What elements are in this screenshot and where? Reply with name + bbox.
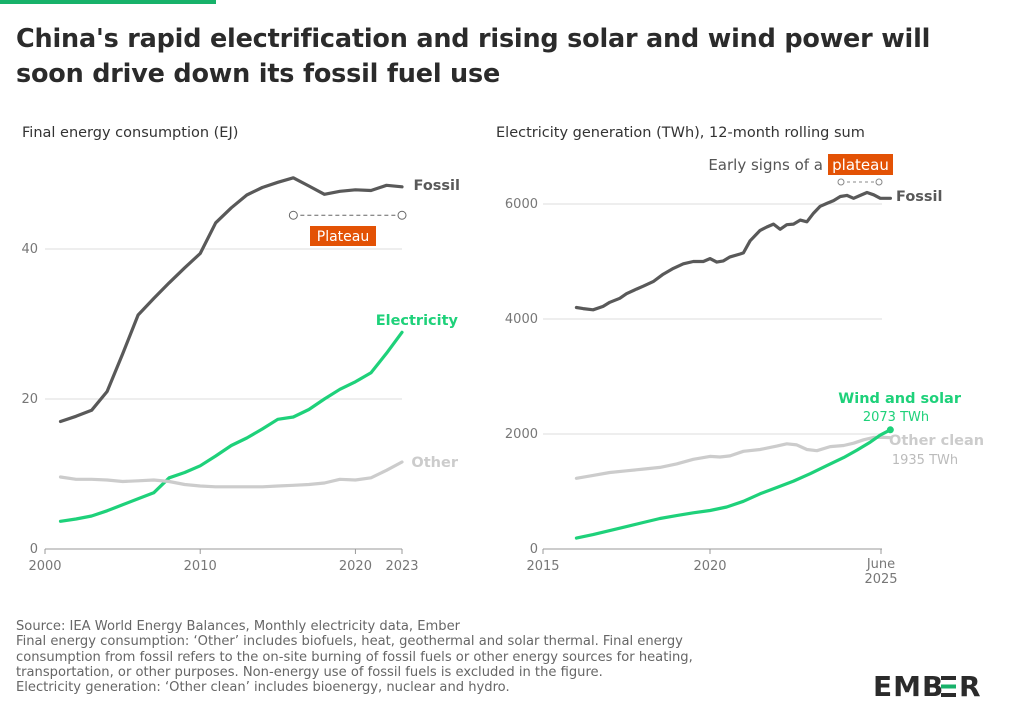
svg-text:R: R [959, 670, 983, 703]
x-tick-label: 2000 [28, 559, 61, 574]
wind-solar-endpoint [886, 426, 894, 434]
source-line: Source: IEA World Energy Balances, Month… [16, 619, 461, 634]
source-line: Final energy consumption: ‘Other’ includ… [16, 634, 683, 650]
chart-title: Electricity generation (TWh), 12-month r… [496, 125, 865, 141]
x-tick-label: 2015 [526, 559, 559, 574]
y-tick-label: 0 [530, 542, 538, 557]
series-label-other: Other [411, 455, 458, 471]
plateau-badge [310, 226, 376, 246]
x-tick-label: 2010 [184, 559, 217, 574]
series-line-other [58, 460, 404, 489]
ember-logo-mark: EMB R [873, 670, 983, 703]
charts-canvas: Final energy consumption (EJ) 0 20 40 2000 20… [21, 125, 984, 587]
series-label-fossil: Fossil [414, 178, 460, 194]
plateau-marker [837, 178, 845, 186]
series-line-electricity [58, 330, 404, 523]
source-notes: Source: IEA World Energy Balances, Month… [16, 619, 866, 695]
y-tick-label: 6000 [505, 197, 538, 212]
y-tick-label: 0 [30, 542, 38, 557]
series-label-other-clean: Other clean [889, 433, 984, 449]
series-label-fossil: Fossil [896, 189, 942, 205]
brand-accent-bar [0, 0, 216, 4]
other-clean-value: 1935 TWh [892, 453, 958, 468]
plateau-label: Plateau [317, 229, 369, 245]
y-tick-label: 2000 [505, 427, 538, 442]
plateau-marker [397, 210, 407, 220]
series-line-wind-and-solar [574, 428, 893, 540]
chart-title: Final energy consumption (EJ) [22, 125, 238, 141]
series-line-other-clean [574, 435, 893, 480]
y-tick-label: 4000 [505, 312, 538, 327]
ember-logo: EMB R [873, 667, 993, 707]
source-line: consumption from fossil refers to the on… [16, 649, 693, 665]
wind-solar-value: 2073 TWh [863, 410, 929, 425]
x-tick-label: 2020 [339, 559, 372, 574]
plateau-badge [828, 154, 893, 175]
series-label-wind-solar: Wind and solar [838, 391, 962, 407]
x-tick-label: 2020 [693, 559, 726, 574]
x-tick-label: 2025 [864, 572, 897, 587]
y-tick-label: 40 [21, 242, 38, 257]
source-line: Electricity generation: ‘Other clean’ in… [16, 680, 510, 696]
series-line-fossil [574, 190, 893, 312]
page-title: China's rapid electrification and rising… [16, 24, 931, 89]
series-line-fossil [58, 176, 404, 424]
plateau-highlight: plateau [832, 156, 889, 174]
series-label-electricity: Electricity [376, 313, 459, 329]
plateau-marker [875, 178, 883, 186]
x-tick-label: June [866, 557, 895, 572]
y-tick-label: 20 [21, 392, 38, 407]
plateau-marker [288, 210, 298, 220]
svg-text:EMB: EMB [873, 670, 944, 703]
plateau-note-text: Early signs of a [708, 156, 823, 174]
source-line: transportation, or other purposes. Non-e… [16, 664, 603, 680]
x-tick-label: 2023 [385, 559, 418, 574]
